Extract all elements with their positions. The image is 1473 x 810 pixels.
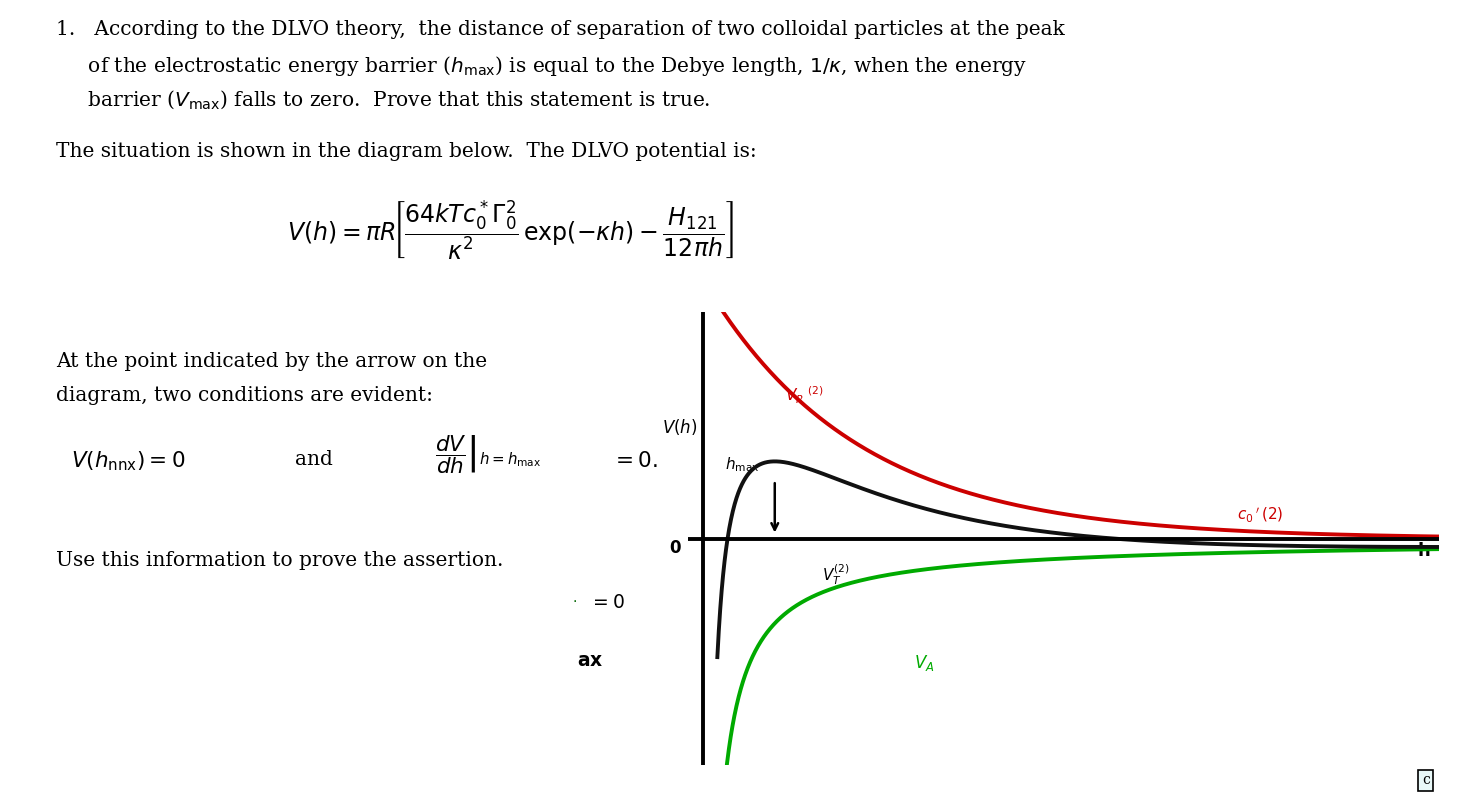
Text: $= 0.$: $= 0.$ bbox=[611, 450, 658, 471]
Text: $\cdot$: $\cdot$ bbox=[572, 593, 576, 607]
Text: $\mathbf{h}$: $\mathbf{h}$ bbox=[1417, 543, 1430, 561]
Text: $V_A$: $V_A$ bbox=[915, 653, 935, 673]
Text: $= 0$: $= 0$ bbox=[589, 594, 625, 612]
Text: $V_R\;^{(2)}$: $V_R\;^{(2)}$ bbox=[785, 384, 825, 406]
Text: $\mathbf{\mathit{h}_\mathrm{max}}$: $\mathbf{\mathit{h}_\mathrm{max}}$ bbox=[726, 455, 760, 474]
Text: barrier ($\mathit{V}_\mathrm{max}$) falls to zero.  Prove that this statement is: barrier ($\mathit{V}_\mathrm{max}$) fall… bbox=[56, 88, 710, 111]
Text: of the electrostatic energy barrier ($\mathit{h}_\mathrm{max}$) is equal to the : of the electrostatic energy barrier ($\m… bbox=[56, 54, 1027, 79]
Text: The situation is shown in the diagram below.  The DLVO potential is:: The situation is shown in the diagram be… bbox=[56, 142, 757, 160]
Text: c: c bbox=[1421, 774, 1430, 787]
Text: $c_0\,'\,(2)$: $c_0\,'\,(2)$ bbox=[1237, 505, 1283, 524]
Text: $\mathbf{0}$: $\mathbf{0}$ bbox=[669, 540, 682, 557]
Text: $V(h) = \pi R\!\left[\dfrac{64kTc_0^*\Gamma_0^2}{\kappa^2}\,\exp(-\kappa h) - \d: $V(h) = \pi R\!\left[\dfrac{64kTc_0^*\Ga… bbox=[287, 198, 734, 262]
Text: 1.   According to the DLVO theory,  the distance of separation of two colloidal : 1. According to the DLVO theory, the dis… bbox=[56, 20, 1065, 39]
Text: $\left.\dfrac{dV}{dh}\right|_{h=h_\mathrm{max}}$: $\left.\dfrac{dV}{dh}\right|_{h=h_\mathr… bbox=[435, 433, 541, 476]
Text: $\mathit{V}(\mathit{h}_\mathrm{nnx}) = 0$: $\mathit{V}(\mathit{h}_\mathrm{nnx}) = 0… bbox=[71, 450, 186, 473]
Text: Use this information to prove the assertion.: Use this information to prove the assert… bbox=[56, 551, 504, 569]
Text: $\mathbf{ax}$: $\mathbf{ax}$ bbox=[577, 652, 604, 670]
Text: At the point indicated by the arrow on the: At the point indicated by the arrow on t… bbox=[56, 352, 488, 371]
Text: diagram, two conditions are evident:: diagram, two conditions are evident: bbox=[56, 386, 433, 405]
Text: $V(h)$: $V(h)$ bbox=[663, 417, 698, 437]
Text: and: and bbox=[295, 450, 333, 468]
Text: $V_T^{(2)}$: $V_T^{(2)}$ bbox=[822, 562, 850, 587]
